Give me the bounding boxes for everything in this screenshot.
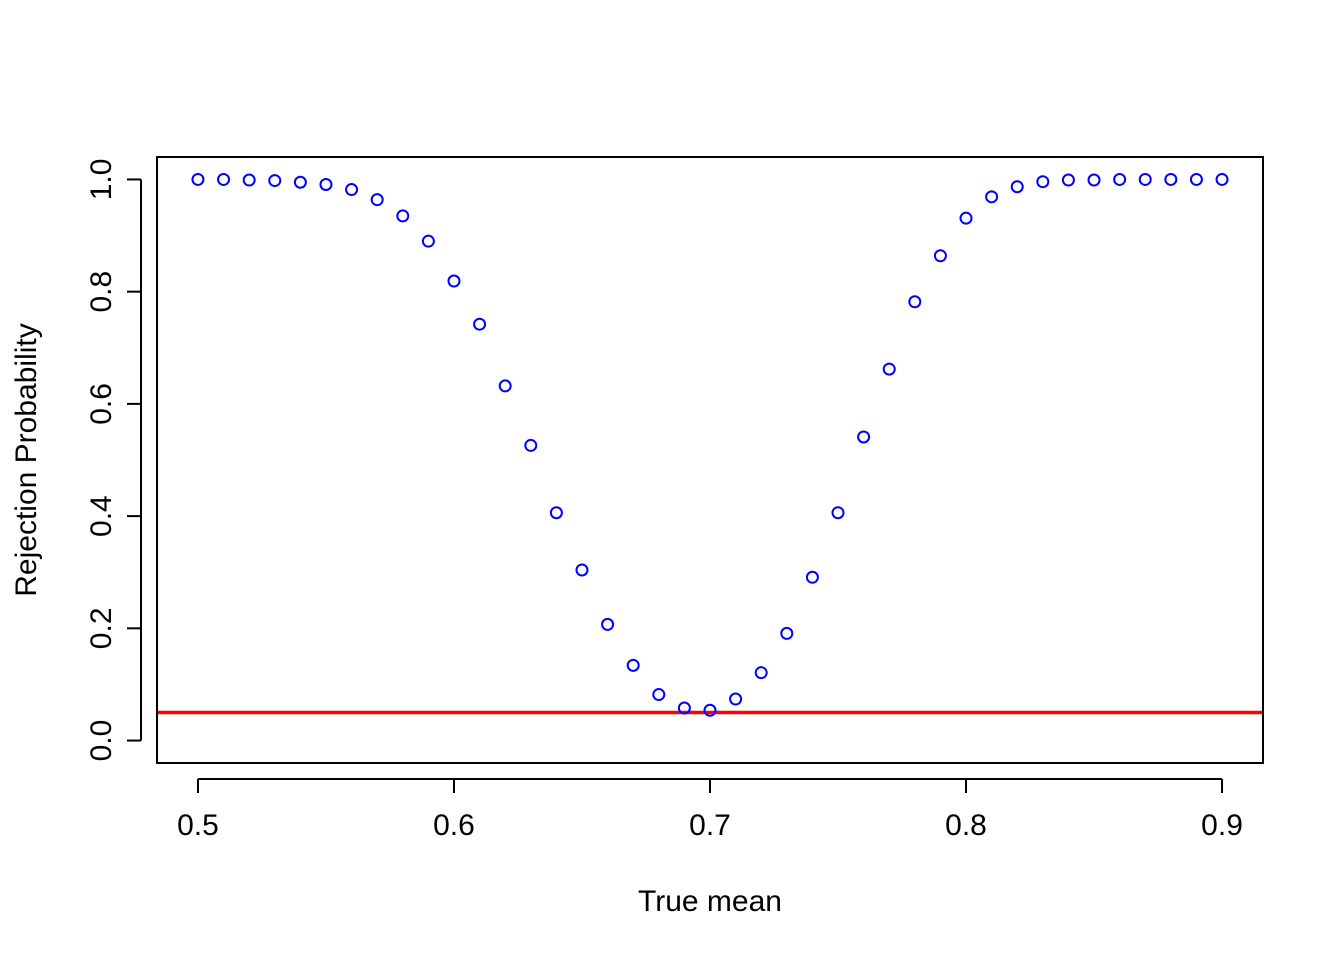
y-tick-label: 0.8 [85, 271, 118, 313]
data-point [217, 172, 231, 186]
data-point [1189, 172, 1203, 186]
data-point [908, 295, 922, 309]
data-point [780, 626, 794, 640]
x-tick-label: 0.6 [433, 809, 475, 842]
data-point [1215, 172, 1229, 186]
x-tick-label: 0.7 [689, 809, 731, 842]
data-point [754, 666, 768, 680]
x-axis-label: True mean [638, 885, 782, 918]
x-tick-label: 0.8 [945, 809, 987, 842]
data-point [498, 379, 512, 393]
y-tick-label: 0.2 [85, 607, 118, 649]
data-point [601, 617, 615, 631]
x-tick-label: 0.5 [177, 809, 219, 842]
data-point [447, 274, 461, 288]
data-point [191, 172, 205, 186]
data-point [396, 209, 410, 223]
data-point [1087, 173, 1101, 187]
data-point [549, 506, 563, 520]
y-axis-label: Rejection Probability [10, 323, 43, 596]
data-point [575, 563, 589, 577]
x-tick-label: 0.9 [1201, 809, 1243, 842]
data-point [524, 438, 538, 452]
data-point [933, 249, 947, 263]
data-point [370, 193, 384, 207]
data-point [1113, 172, 1127, 186]
data-point [985, 190, 999, 204]
data-point [805, 570, 819, 584]
y-tick-label: 0.6 [85, 383, 118, 425]
data-point [1138, 172, 1152, 186]
data-point [345, 183, 359, 197]
data-point [831, 506, 845, 520]
data-point [421, 234, 435, 248]
data-point [652, 688, 666, 702]
data-point [882, 362, 896, 376]
data-point [1036, 175, 1050, 189]
data-point [677, 701, 691, 715]
y-tick-label: 1.0 [85, 159, 118, 201]
data-point [1061, 173, 1075, 187]
y-tick-label: 0.4 [85, 495, 118, 537]
data-point [1164, 172, 1178, 186]
data-point [319, 177, 333, 191]
data-point [857, 430, 871, 444]
y-tick-label: 0.0 [85, 720, 118, 762]
data-point [703, 703, 717, 717]
data-point [626, 658, 640, 672]
data-point [268, 174, 282, 188]
plot-frame [156, 156, 1264, 764]
data-point [293, 175, 307, 189]
data-point [729, 692, 743, 706]
data-point [1010, 180, 1024, 194]
data-point [473, 317, 487, 331]
data-point [959, 211, 973, 225]
data-point [242, 173, 256, 187]
